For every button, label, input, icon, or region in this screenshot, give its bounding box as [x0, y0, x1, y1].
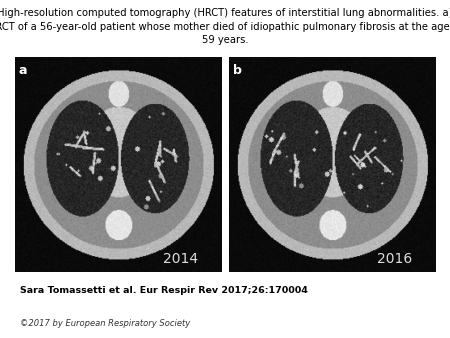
- Text: Sara Tomassetti et al. Eur Respir Rev 2017;26:170004: Sara Tomassetti et al. Eur Respir Rev 20…: [20, 286, 308, 295]
- Text: High-resolution computed tomography (HRCT) features of interstitial lung abnorma: High-resolution computed tomography (HRC…: [0, 8, 450, 45]
- Text: 2016: 2016: [378, 252, 413, 266]
- Text: 2014: 2014: [163, 252, 198, 266]
- Text: ©2017 by European Respiratory Society: ©2017 by European Respiratory Society: [20, 319, 190, 329]
- Text: a: a: [19, 64, 27, 77]
- Text: b: b: [233, 64, 242, 77]
